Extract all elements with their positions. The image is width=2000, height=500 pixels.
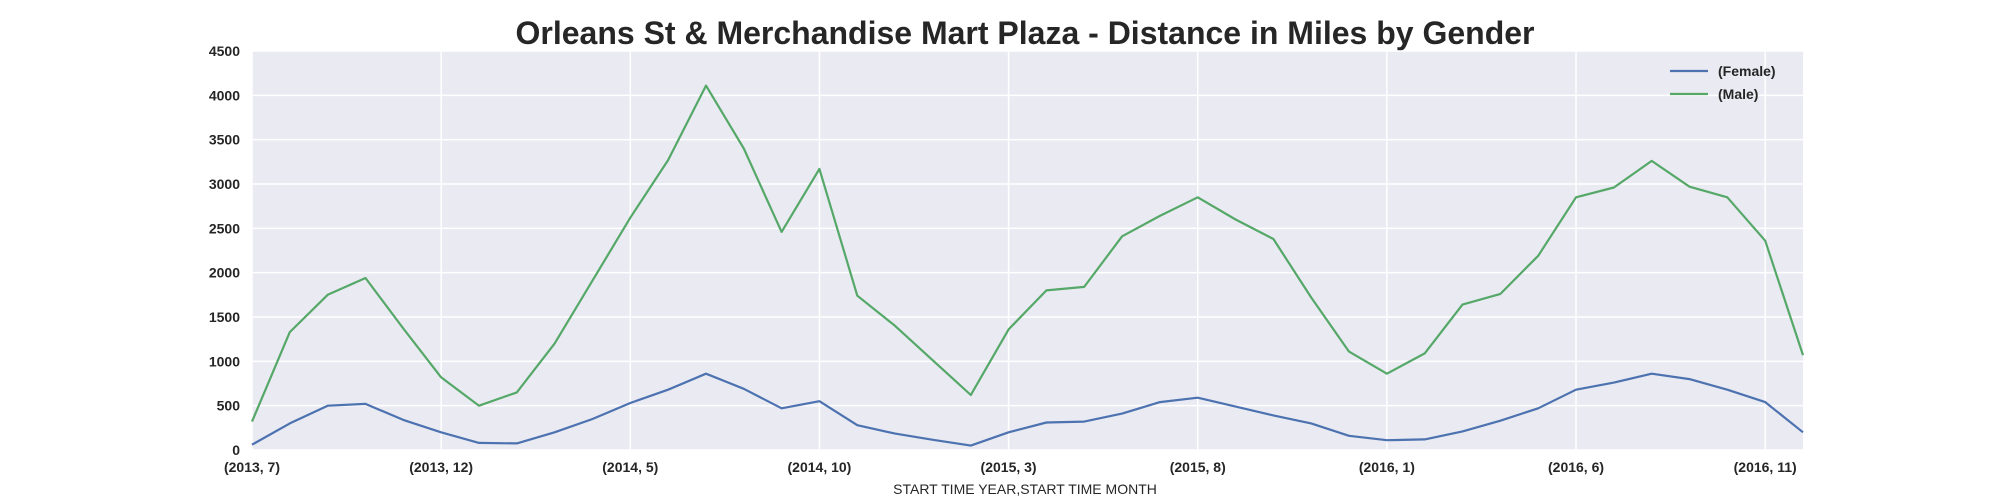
y-tick-label: 3000 [209, 176, 240, 192]
y-tick-label: 500 [217, 398, 241, 414]
x-tick-label: (2015, 8) [1170, 459, 1226, 475]
y-tick-label: 4000 [209, 87, 240, 103]
x-tick-label: (2015, 3) [981, 459, 1037, 475]
y-tick-label: 1500 [209, 309, 240, 325]
series-line-male [250, 84, 1805, 423]
grid-lines [251, 50, 1803, 451]
y-tick-label: 0 [232, 442, 240, 458]
y-tick-label: 2000 [209, 265, 240, 281]
y-tick-label: 4500 [209, 43, 240, 59]
x-axis-ticks: (2013, 7) (2013, 12) (2014, 5) (2014, 10) (2… [224, 459, 1797, 475]
x-tick-label: (2014, 10) [788, 459, 852, 475]
x-tick-label: (2013, 7) [224, 459, 280, 475]
x-tick-label: (2013, 12) [409, 459, 473, 475]
x-tick-label: (2016, 6) [1548, 459, 1604, 475]
x-axis-label: START TIME YEAR,START TIME MONTH [893, 481, 1157, 497]
legend-label: (Male) [1718, 86, 1758, 102]
legend: (Female) (Male) [1670, 63, 1776, 102]
chart-title: Orleans St & Merchandise Mart Plaza - Di… [516, 15, 1535, 51]
x-tick-label: (2016, 11) [1734, 459, 1797, 475]
legend-label: (Female) [1718, 63, 1776, 79]
y-tick-label: 1000 [209, 353, 240, 369]
series-line-female [251, 372, 1804, 447]
y-tick-label: 3500 [209, 132, 240, 148]
series-lines [250, 84, 1805, 447]
x-tick-label: (2014, 5) [602, 459, 658, 475]
y-axis-ticks: 0 500 1000 1500 2000 2500 3000 3500 4000 4500 [209, 43, 240, 458]
plot-background [252, 51, 1803, 450]
x-tick-label: (2016, 1) [1359, 459, 1415, 475]
y-tick-label: 2500 [209, 220, 240, 236]
